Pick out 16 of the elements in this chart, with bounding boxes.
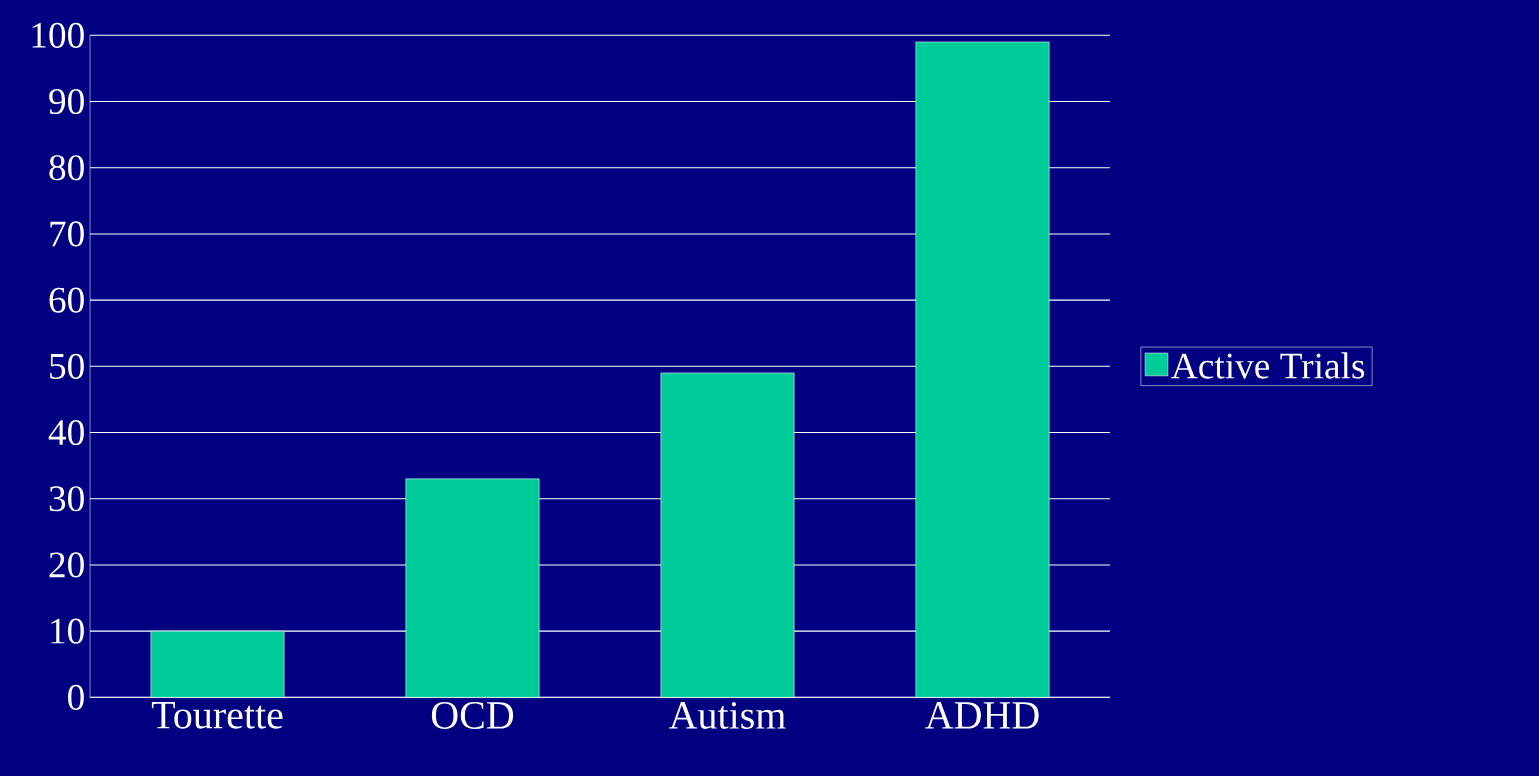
y-tick-label: 100 [32, 22, 84, 48]
y-tick-label: 60 [49, 287, 84, 313]
x-tick-label: Autism [669, 702, 786, 729]
y-tick-label: 50 [50, 353, 84, 379]
y-tick-label: 40 [48, 419, 84, 446]
legend-label: Active Trials [1171, 352, 1365, 379]
y-tick-label: 90 [49, 88, 84, 115]
x-tick-label: ADHD [925, 702, 1039, 729]
y-tick-label: 30 [49, 486, 84, 512]
x-tick-label: OCD [431, 702, 514, 729]
y-tick-label: 70 [50, 221, 84, 247]
y-tick-label: 80 [49, 155, 84, 181]
y-tick-label: 0 [68, 684, 84, 710]
x-tick-label: Tourette [151, 702, 283, 729]
y-tick-label: 20 [49, 552, 84, 578]
y-tick-label: 10 [51, 618, 84, 644]
